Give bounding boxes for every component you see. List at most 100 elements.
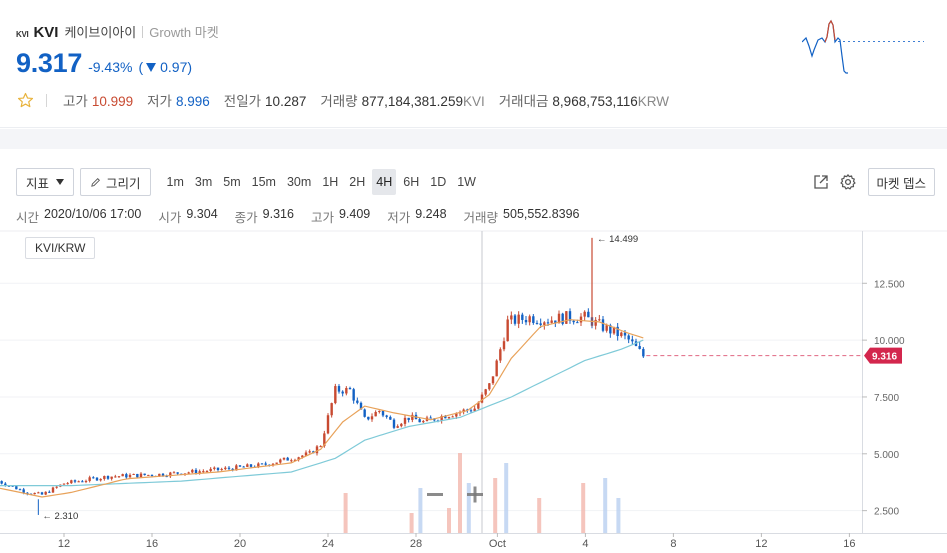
volume-bar [616, 498, 621, 533]
coin-symbol: KVI [33, 24, 59, 41]
candlestick-chart[interactable]: 2.500 5.000 7.500 10.000 12.500 12 16 20 24 28 Oct… [0, 149, 947, 553]
candle-body [198, 471, 201, 474]
candle-body [572, 320, 575, 323]
interval-5m[interactable]: 5m [223, 175, 241, 189]
candle-body [616, 326, 619, 337]
candle-body [194, 469, 198, 474]
interval-3m[interactable]: 3m [194, 175, 213, 189]
candle-body [429, 417, 432, 419]
candle-body [290, 460, 293, 462]
candle-body [132, 473, 135, 475]
volume-bar [466, 483, 471, 533]
candle-body [187, 472, 190, 474]
candle-body [407, 417, 410, 420]
ohlc-high-value: 9.409 [338, 207, 371, 221]
candle-body [502, 341, 506, 350]
indicator-dropdown[interactable]: 지표 [16, 168, 75, 196]
candle-body [477, 402, 480, 409]
zoom-out-icon[interactable] [427, 493, 443, 496]
candle-body [51, 487, 55, 493]
market-depth-button[interactable]: 마켓 뎁스 [867, 168, 935, 196]
volume-bar [409, 513, 414, 533]
interval-30m[interactable]: 30m [286, 175, 312, 189]
candle-body [246, 464, 249, 467]
volume-bar [537, 498, 542, 533]
ohlc-time-value: 2020/10/06 17:00 [44, 207, 142, 221]
stat-value: 10.999 [91, 94, 134, 109]
stat-label: 저가 [147, 94, 172, 109]
candle-body [205, 471, 209, 473]
candle-body [550, 320, 553, 323]
candle-body [103, 476, 106, 479]
interval-4h[interactable]: 4H [372, 169, 397, 195]
candle-body [418, 419, 421, 423]
candle-body [106, 476, 110, 479]
candle-body [70, 480, 73, 484]
candle-body [150, 474, 154, 476]
interval-15m[interactable]: 15m [251, 175, 276, 189]
candle-body [440, 416, 443, 421]
interval-1w[interactable]: 1W [457, 175, 476, 189]
interval-1h[interactable]: 1H [322, 175, 339, 189]
draw-button[interactable]: 그리기 [80, 168, 151, 196]
coin-header: KVI KVI 케이브이아이 Growth 마켓 9.317 -9.43% (0… [0, 0, 947, 128]
candle-body [422, 421, 425, 423]
candle-body [598, 319, 601, 321]
zoom-controls[interactable] [427, 486, 483, 503]
stat-value: 10.287 [265, 94, 307, 109]
ohlc-low-label: 저가 [387, 211, 411, 225]
stat-trade-value: 거래대금 8,968,753,116KRW [499, 90, 669, 110]
candle-body [521, 314, 524, 320]
candle-body [147, 474, 150, 476]
high-marker-label: ← 14.499 [597, 234, 638, 245]
candle-body [565, 311, 568, 324]
ohlc-open-value: 9.304 [186, 207, 218, 221]
down-arrow-icon [146, 63, 157, 72]
candle-body [451, 416, 454, 418]
candle-body [484, 389, 487, 395]
gear-icon[interactable] [839, 173, 857, 191]
candle-body [488, 383, 491, 390]
ohlc-high-label: 고가 [310, 211, 334, 225]
candle-body [363, 409, 366, 417]
candle-body [517, 314, 520, 324]
candle-body [444, 416, 447, 419]
interval-1d[interactable]: 1D [430, 175, 447, 189]
candle-body [337, 386, 341, 392]
zoom-in-icon-vertical[interactable] [473, 486, 477, 503]
candle-body [506, 319, 509, 342]
candle-body [455, 413, 458, 417]
candle-body [385, 415, 388, 417]
stat-label: 고가 [63, 94, 88, 109]
x-tick-label: 4 [582, 538, 588, 550]
candle-body [92, 477, 95, 479]
candle-body [169, 472, 172, 477]
indicator-label: 지표 [26, 176, 50, 191]
candle-body [499, 349, 502, 361]
interval-1m[interactable]: 1m [166, 175, 184, 189]
volume-bar [504, 463, 509, 533]
candle-body [161, 473, 165, 477]
star-icon[interactable] [17, 92, 34, 109]
interval-6h[interactable]: 6H [403, 175, 420, 189]
candle-body [554, 320, 557, 324]
coin-title-row: KVI KVI 케이브이아이 Growth 마켓 [16, 22, 219, 41]
candle-body [532, 316, 535, 323]
candle-body [319, 446, 322, 448]
candle-body [297, 457, 300, 460]
mini-price-line [802, 19, 848, 74]
interval-2h[interactable]: 2H [349, 175, 366, 189]
popout-icon[interactable] [812, 173, 830, 191]
candle-body [84, 480, 88, 482]
candle-body [341, 391, 344, 394]
section-divider [0, 129, 947, 149]
candle-body [513, 315, 517, 324]
candle-body [323, 433, 326, 447]
draw-label: 그리기 [106, 176, 141, 191]
candle-body [392, 419, 396, 428]
candle-body [301, 455, 304, 458]
stat-prev-close: 전일가 10.287 [224, 90, 307, 110]
candle-body [609, 325, 612, 334]
ohlc-time-label: 시간 [16, 211, 40, 225]
volume-bar [493, 478, 498, 533]
